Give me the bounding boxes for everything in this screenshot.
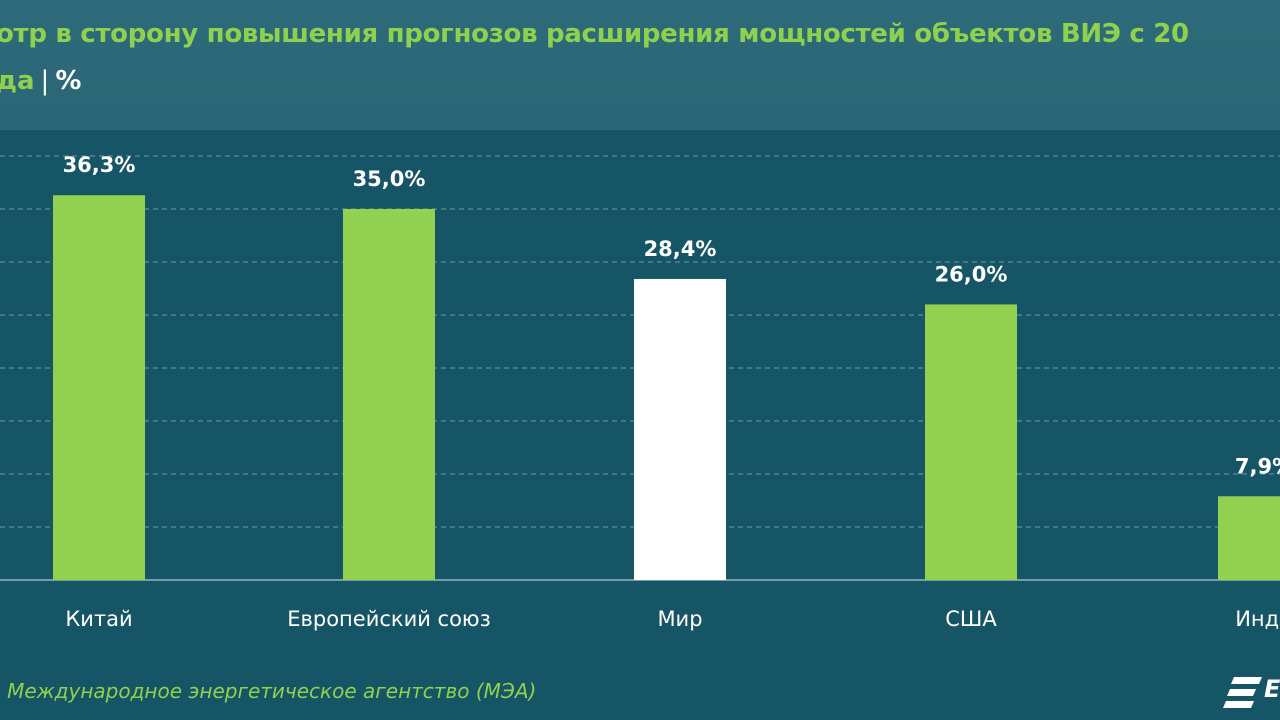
bar bbox=[53, 195, 145, 580]
bar bbox=[925, 304, 1017, 580]
category-label: США bbox=[945, 607, 997, 631]
category-label: Мир bbox=[657, 607, 702, 631]
bar-chart: 36,3% 35,0% 28,4% 26,0% 7,9% Китай Европейски… bbox=[0, 153, 1280, 631]
chart-footer: : Международное энергетическое агентство… bbox=[0, 655, 1280, 720]
bar bbox=[1218, 496, 1280, 580]
bar bbox=[343, 209, 435, 580]
category-labels: Китай Европейский союз Мир США Инди bbox=[65, 607, 1280, 631]
chart-title: отр в сторону повышения прогнозов расшир… bbox=[0, 19, 1189, 49]
category-label: Китай bbox=[65, 607, 132, 631]
subtitle-separator: | bbox=[40, 66, 50, 96]
data-label: 35,0% bbox=[353, 167, 426, 191]
bars bbox=[53, 195, 1280, 580]
value-labels: 36,3% 35,0% 28,4% 26,0% 7,9% bbox=[63, 153, 1280, 478]
data-label: 28,4% bbox=[644, 237, 717, 261]
unit-label: % bbox=[55, 66, 82, 96]
bar bbox=[634, 278, 726, 580]
data-label: 26,0% bbox=[935, 262, 1008, 286]
chart-subtitle: да |% bbox=[0, 66, 81, 96]
data-label: 7,9% bbox=[1235, 454, 1280, 478]
chart-header: отр в сторону повышения прогнозов расшир… bbox=[0, 0, 1280, 130]
logo-icon bbox=[1223, 677, 1262, 708]
category-label: Европейский союз bbox=[287, 607, 491, 631]
subtitle-text: да bbox=[0, 66, 35, 96]
chart-area: 36,3% 35,0% 28,4% 26,0% 7,9% Китай Европейски… bbox=[0, 130, 1280, 650]
source-note: : Международное энергетическое агентство… bbox=[0, 679, 537, 703]
logo-text: E bbox=[1264, 675, 1280, 703]
category-label: Инди bbox=[1235, 607, 1280, 631]
data-label: 36,3% bbox=[63, 153, 136, 177]
